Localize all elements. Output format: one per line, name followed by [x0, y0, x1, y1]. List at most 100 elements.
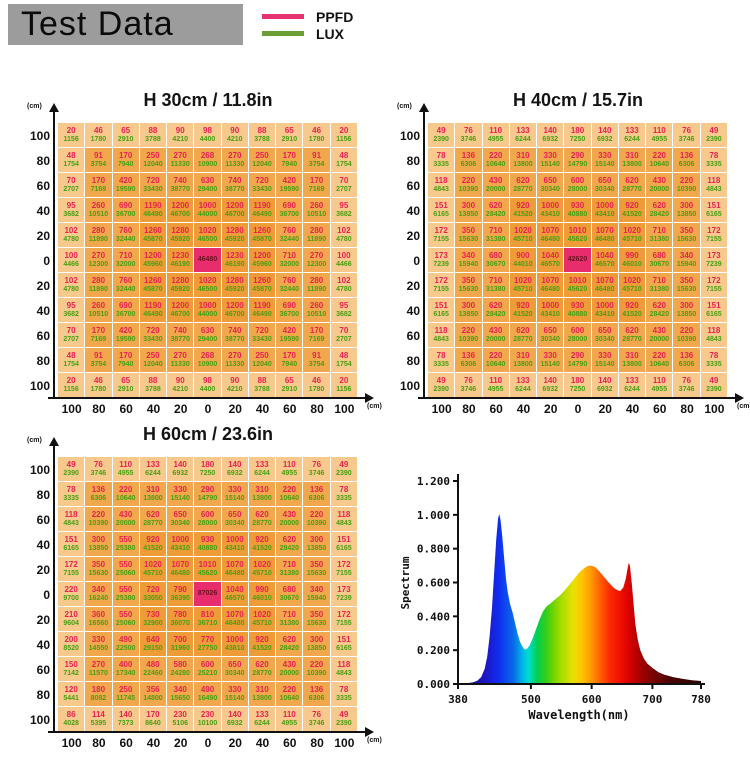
heatmap-cell: 136 6306: [455, 148, 482, 172]
heatmap-cell: 220 10390: [455, 173, 482, 197]
ppfd-value: 230: [173, 709, 187, 719]
heatmap-cell: 76 3746: [673, 123, 700, 147]
ppfd-value: 690: [282, 200, 296, 210]
lux-value: 16240: [88, 594, 109, 602]
lux-value: 7155: [433, 235, 449, 243]
heatmap-cell: 133 6244: [618, 373, 646, 397]
ppfd-value: 151: [337, 534, 351, 544]
y-axis-line: [53, 111, 55, 399]
ppfd-value: 210: [64, 609, 78, 619]
lux-value: 6244: [515, 385, 531, 393]
heatmap-cell: 1000 43410: [591, 198, 618, 222]
ppfd-value: 110: [282, 459, 296, 469]
ppfd-value: 172: [707, 225, 721, 235]
lux-value: 30340: [595, 185, 615, 193]
lux-value: 15940: [458, 260, 479, 268]
lux-value: 10510: [306, 210, 327, 218]
heatmap-cell: 260 10510: [85, 298, 112, 322]
lux-value: 30340: [225, 519, 245, 527]
y-axis-arrow-icon: [49, 103, 59, 112]
lux-value: 3335: [433, 160, 449, 168]
lux-value: 4466: [336, 260, 352, 268]
heatmap-cell: 1070 46480: [537, 223, 564, 247]
ppfd-value: 48: [66, 350, 76, 360]
lux-value: 46700: [170, 210, 190, 218]
heatmap-cell: 49 2390: [700, 373, 727, 397]
lux-value: 4955: [651, 385, 668, 393]
ppfd-value: 1070: [225, 559, 244, 569]
heatmap-cell: 650 30340: [591, 323, 618, 347]
lux-value: 3788: [145, 135, 161, 143]
lux-value: 15140: [225, 494, 245, 502]
lux-value: 14790: [567, 360, 588, 368]
lux-value: 45870: [252, 285, 272, 293]
lux-value: 46570: [225, 594, 245, 602]
heatmap-cell: 600 28000: [194, 507, 221, 531]
ppfd-value: 70: [339, 175, 349, 185]
ppfd-value: 280: [91, 275, 106, 285]
heatmap-cell: 151 6165: [330, 532, 357, 556]
ppfd-value: 118: [707, 175, 721, 185]
lux-value: 20000: [115, 519, 136, 527]
lux-value: 11745: [116, 694, 136, 702]
ppfd-value: 710: [118, 250, 133, 260]
lux-value: 33430: [143, 185, 163, 193]
ppfd-value: 220: [488, 350, 503, 360]
ppfd-value: 46: [93, 125, 103, 135]
lux-value: 12300: [88, 260, 109, 268]
ppfd-value: 760: [282, 275, 296, 285]
lux-value: 4843: [706, 185, 722, 193]
heatmap-cell: 420 19590: [276, 323, 303, 347]
x-tick-label: 80: [92, 736, 106, 750]
heatmap-cell: 930 40880: [194, 532, 221, 556]
lux-value: 31380: [279, 619, 300, 627]
ppfd-value: 330: [543, 150, 557, 160]
lux-value: 45870: [252, 235, 272, 243]
ppfd-value: 690: [282, 300, 296, 310]
ppfd-value: 310: [625, 150, 639, 160]
lux-value: 13800: [513, 160, 533, 168]
heatmap-cell: 690 36700: [112, 298, 139, 322]
heatmap-cell: 430 20000: [646, 173, 673, 197]
heatmap-cell: 46 1780: [85, 123, 112, 147]
heatmap-cell: 330 14550: [85, 632, 112, 656]
ppfd-value: 1000: [595, 200, 614, 210]
lux-value: 7169: [90, 185, 107, 193]
ppfd-value: 270: [91, 659, 106, 669]
heatmap-cell: 110 4955: [482, 123, 509, 147]
lux-value: 29150: [143, 644, 163, 652]
lux-value: 4028: [63, 719, 79, 727]
heatmap-cell: 220 10640: [276, 682, 303, 706]
ppfd-value: 710: [652, 225, 666, 235]
ppfd-value: 220: [309, 509, 324, 519]
heatmap-cell: 70 2707: [58, 323, 85, 347]
ppfd-value: 70: [66, 175, 76, 185]
svg-text:0.200: 0.200: [417, 644, 450, 657]
ppfd-value: 118: [64, 509, 78, 519]
ppfd-value: 90: [175, 125, 185, 135]
ppfd-value: 250: [146, 350, 160, 360]
ppfd-value: 1070: [225, 609, 244, 619]
ppfd-value: 1280: [171, 225, 190, 235]
lux-value: 2707: [63, 335, 79, 343]
ppfd-value: 900: [516, 250, 530, 260]
heatmap-cell: 49 2390: [428, 123, 455, 147]
heatmap-cell: 230 5106: [167, 707, 194, 731]
ppfd-value: 350: [91, 559, 106, 569]
lux-value: 5395: [90, 719, 107, 727]
ppfd-value: 110: [489, 125, 503, 135]
heatmap-cell: 140 6932: [591, 373, 618, 397]
heatmap-cell: 49 2390: [428, 373, 455, 397]
heatmap-cell: 1020 45710: [618, 273, 646, 297]
heatmap-cell: 300 13850: [303, 632, 330, 656]
lux-value: 28770: [622, 185, 642, 193]
heatmap-cell: 65 2910: [276, 373, 303, 397]
ppfd-value: 118: [337, 659, 351, 669]
ppfd-value: 1200: [253, 250, 271, 260]
lux-value: 4955: [281, 719, 298, 727]
ppfd-value: 1070: [595, 275, 614, 285]
lux-value: 6306: [460, 360, 477, 368]
heatmap-cell: 650 30340: [591, 173, 618, 197]
heatmap-cell: 330 15140: [591, 348, 618, 372]
ppfd-value: 690: [118, 300, 133, 310]
